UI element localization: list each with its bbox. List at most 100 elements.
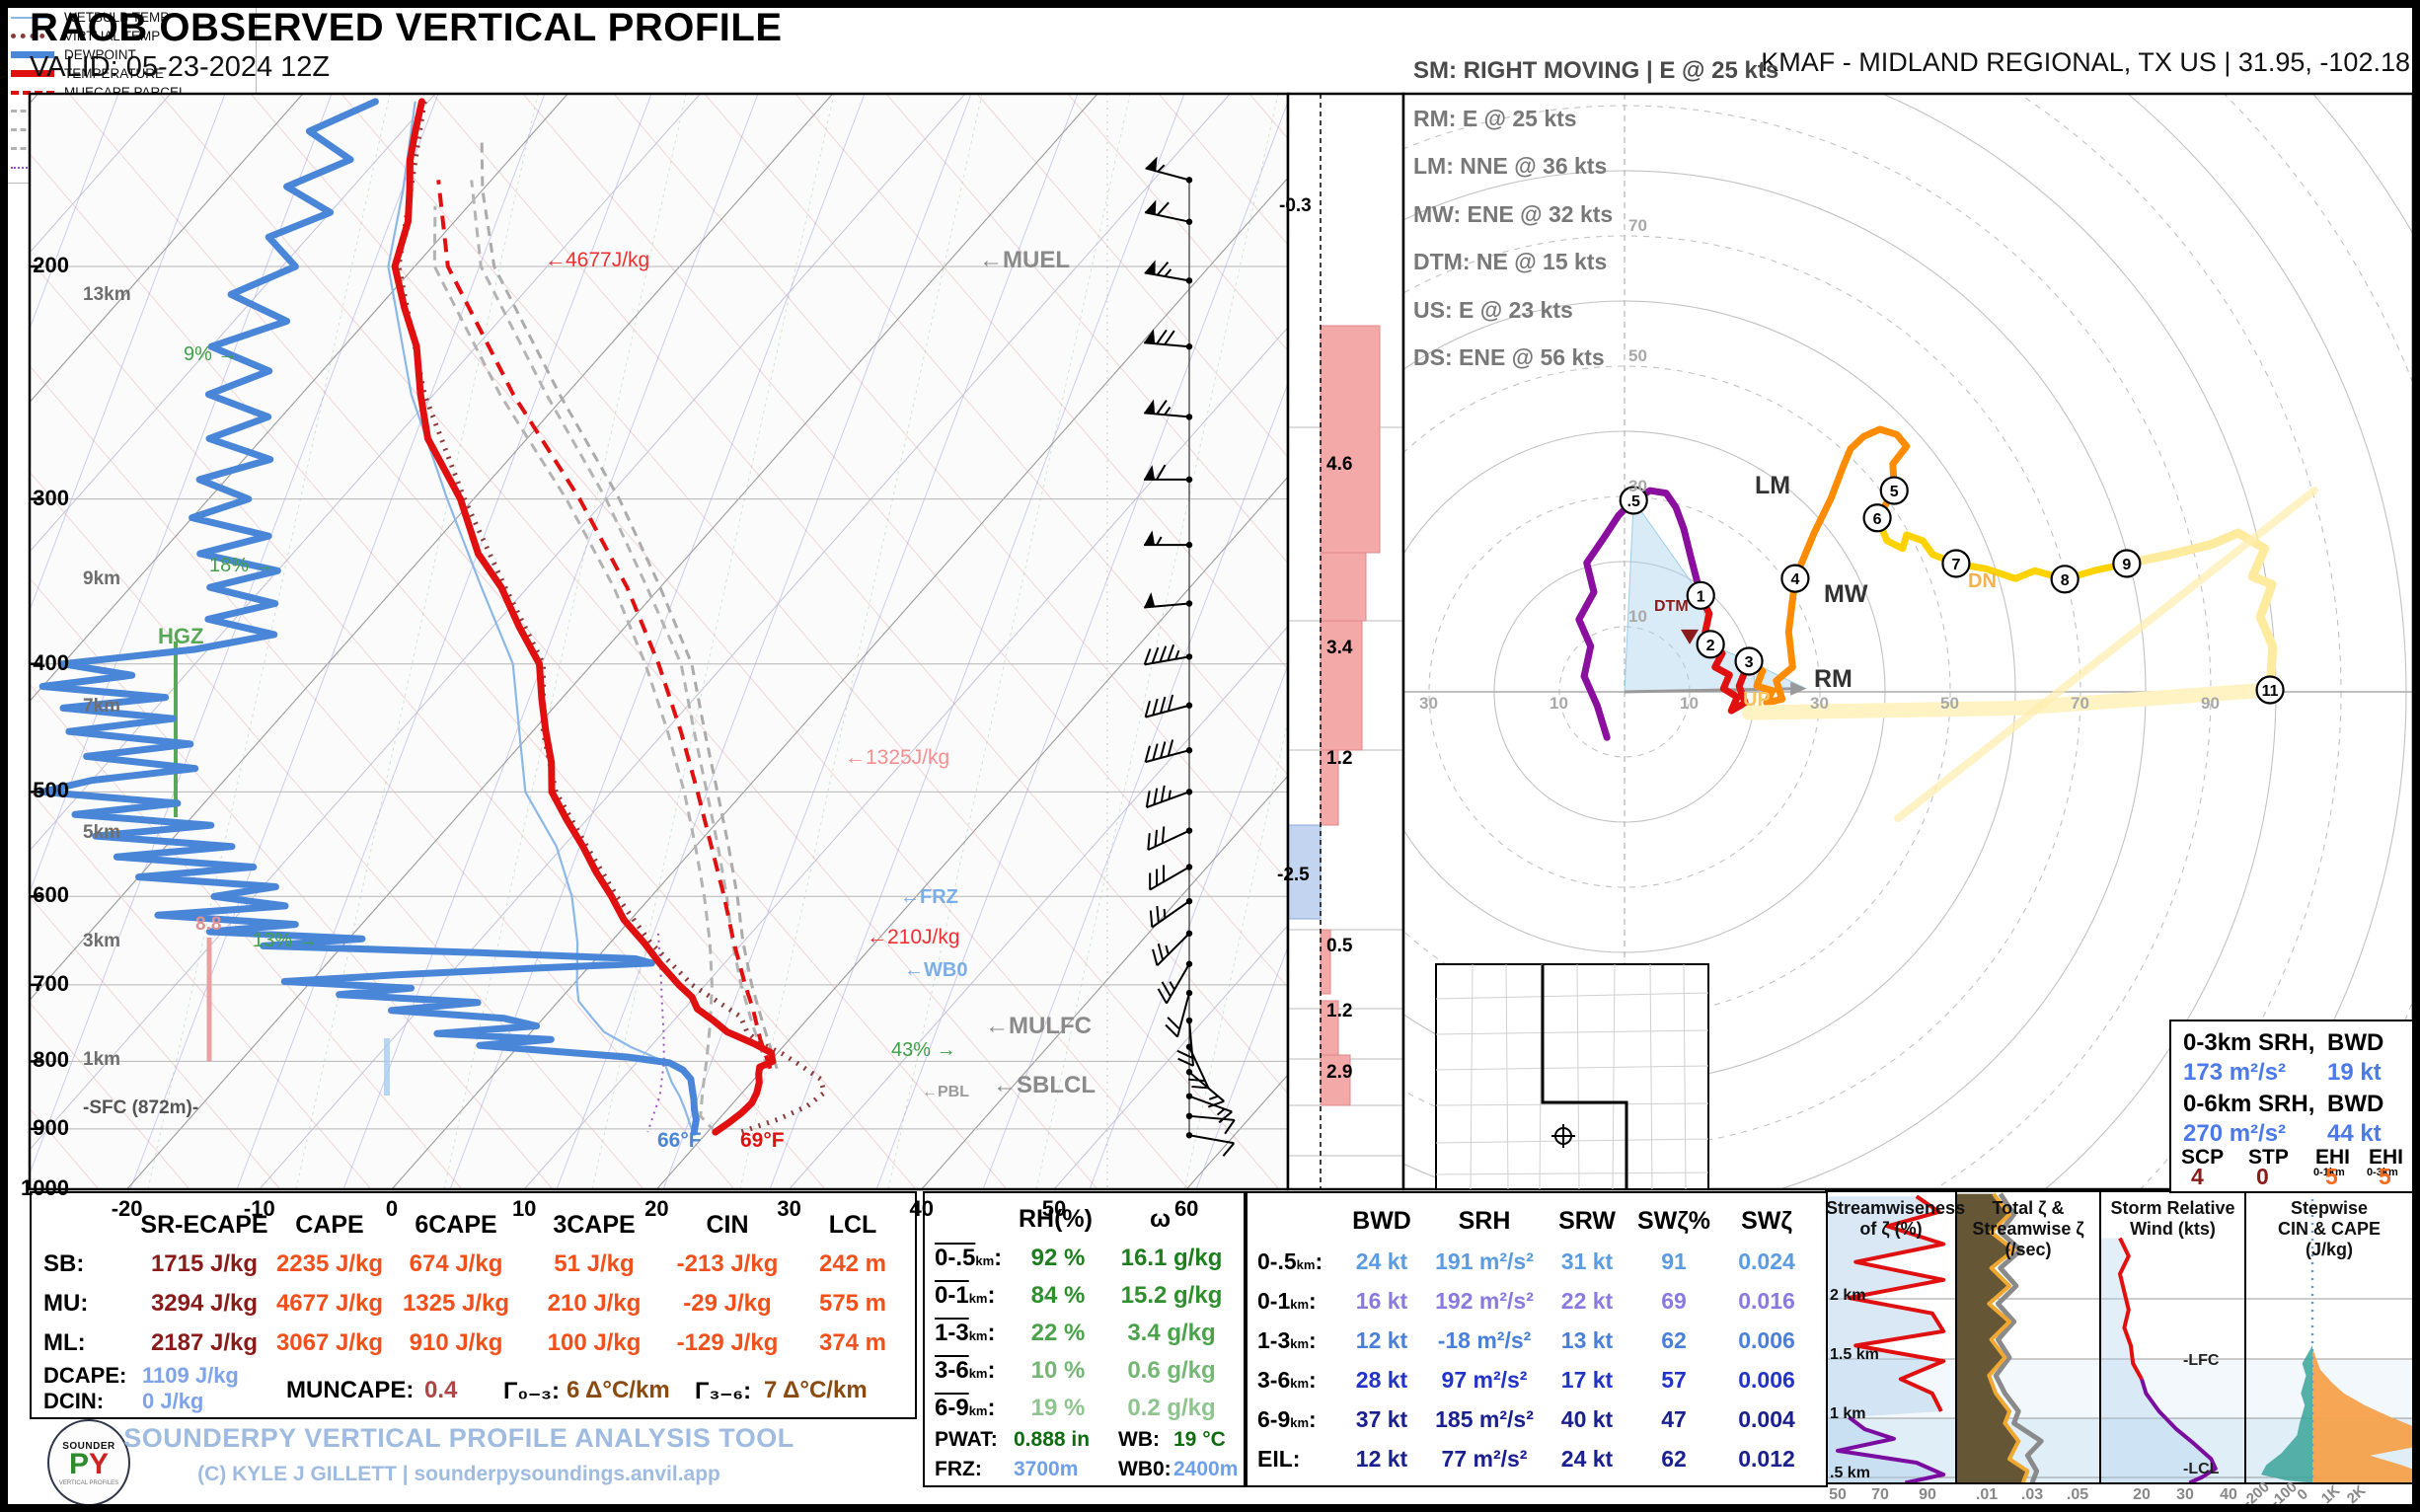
temperature-curve <box>391 98 777 1136</box>
strip-value-label: 4.6 <box>1326 454 1353 475</box>
shear-value: 17 kt <box>1560 1367 1614 1393</box>
moist-adiabat-line <box>236 94 652 1189</box>
thermo-value: -213 J/kg <box>676 1250 779 1277</box>
shear-row-label: 3-6km: <box>1257 1367 1317 1393</box>
srh-box-index-value: 4 <box>2191 1164 2204 1189</box>
marker-circle <box>1734 646 1764 676</box>
virtual-temp-curve <box>396 101 827 1135</box>
dcin-value: 0 J/kg <box>142 1389 204 1413</box>
barb-feather-full <box>1160 741 1167 759</box>
strip-bar-positive <box>1320 325 1381 554</box>
thermo-column-header: CAPE <box>295 1211 364 1239</box>
barb-feather-full <box>1161 826 1166 844</box>
isotherm-line <box>789 625 1288 1189</box>
hodo-point-label: UP <box>1743 689 1771 711</box>
isotherm-line <box>655 476 1288 1189</box>
wind-barb <box>1185 1132 1236 1157</box>
shear-value: 22 kt <box>1560 1288 1614 1314</box>
marker-label: .5 <box>1627 493 1640 510</box>
storm-motion-line: RM: E @ 25 kts <box>1413 105 1577 131</box>
storm-motion-line: US: E @ 23 kts <box>1413 296 1573 323</box>
height-axis-label: 13km <box>83 284 131 305</box>
skewt-feature-label: ←FRZ <box>900 886 958 908</box>
strip-bar-positive <box>1320 620 1363 751</box>
strip-value-label: 1.2 <box>1326 748 1353 769</box>
dry-adiabat-line <box>30 1001 190 1189</box>
isotherm-line <box>523 326 1288 1189</box>
muecape-parcel-curve <box>436 180 773 1070</box>
wind-barb <box>1157 960 1193 1005</box>
storm-motion-line: DTM: NE @ 15 kts <box>1413 249 1608 274</box>
barb-feather-half <box>1164 268 1172 277</box>
barb-pennant <box>1145 199 1157 215</box>
barb-feather-full <box>1160 785 1166 802</box>
thermo-value: 3294 J/kg <box>150 1290 259 1317</box>
wind-barb <box>1144 199 1193 225</box>
thermo-value: 1325 J/kg <box>402 1290 510 1317</box>
isotherm-line <box>30 94 834 1002</box>
marker-label: 9 <box>2122 557 2131 573</box>
wetbulb-swatch-icon <box>11 16 54 19</box>
skewt-feature-label: ←MUEL <box>979 247 1070 273</box>
marker-circle <box>1879 476 1909 505</box>
dry-adiabat-line <box>704 94 1288 777</box>
barb-feather-full <box>1157 943 1165 960</box>
hodo-point-label: MW <box>1824 580 1868 608</box>
total-zeta-curve <box>1993 1192 2044 1483</box>
srh-bwd-summary-box: 0-3km SRH, BWD 173 m²/s² 19 kt 0-6km SRH, BWD… <box>2169 1020 2415 1193</box>
frz-label: FRZ: <box>935 1458 982 1480</box>
wind-barb <box>1145 156 1193 184</box>
hodo-point-label: LM <box>1755 472 1791 499</box>
marker-circle <box>1862 503 1892 533</box>
p3-tick-label: 20 <box>2133 1486 2151 1503</box>
temperature-axis-label: -20 <box>111 1196 143 1221</box>
ring-label: 50 <box>1940 694 1959 713</box>
skewt-feature-label: 18% → <box>209 555 274 576</box>
wb-label: WB: <box>1118 1428 1160 1451</box>
legend-label: TEMPERATURE <box>64 66 165 81</box>
srw-purple-curve <box>2140 1378 2218 1483</box>
thermo-value: 3067 J/kg <box>275 1329 384 1356</box>
shear-value: 57 <box>1661 1367 1687 1393</box>
marker-circle <box>2255 675 2285 705</box>
barb-feather-full <box>1144 745 1151 763</box>
p1-title: Streamwiseness of ζ (%) <box>1826 1198 1966 1239</box>
thermo-value: -29 J/kg <box>683 1290 772 1317</box>
barb-feather-half <box>1216 1107 1226 1116</box>
temperature-axis-label: 50 <box>1041 1196 1067 1221</box>
barb-feather-full <box>1154 829 1159 847</box>
effective-layer-band-light <box>1826 1359 1956 1418</box>
p3-tick-label: 30 <box>2176 1486 2194 1503</box>
wind-barb <box>1145 785 1193 809</box>
p2-tick-label: .05 <box>2066 1486 2089 1503</box>
barb-staff <box>1146 791 1190 809</box>
wind-barb <box>1144 329 1193 350</box>
marker-label: 3 <box>1745 654 1754 671</box>
barb-feather-full <box>1156 329 1168 344</box>
rh-row-label: 6-9km: <box>935 1395 996 1421</box>
marker-circle <box>2112 549 2142 578</box>
marker-circle <box>1780 564 1810 593</box>
barb-feather-full <box>1160 696 1167 714</box>
barb-feather-full <box>1167 739 1174 757</box>
isotherm-line <box>30 94 304 404</box>
valid-time: VALID: 05-23-2024 12Z <box>30 51 331 83</box>
barb-feather-full <box>1167 694 1174 712</box>
ring-label: 70 <box>2071 694 2089 713</box>
marker-circle <box>1696 630 1725 659</box>
shear-value: 77 m²/s² <box>1441 1446 1528 1472</box>
map-county-line <box>1576 963 1580 1190</box>
barb-feather-full <box>1164 330 1175 345</box>
hodo-trace-3-6km <box>1745 425 1911 707</box>
barb-feather-half <box>1168 790 1172 800</box>
stepwise-cin-area <box>2261 1345 2312 1483</box>
barb-pennant <box>1144 465 1155 480</box>
streamwiseness-panel <box>1826 1194 1946 1483</box>
wind-barb-column <box>1143 156 1236 1157</box>
ring-label: 30 <box>1810 694 1829 713</box>
dcin-label: DCIN: <box>43 1389 105 1413</box>
isotherm-line <box>1053 924 1288 1189</box>
station-name: KMAF - MIDLAND REGIONAL, TX US | 31.95, … <box>1761 47 2410 77</box>
dry-adiabat-line <box>30 895 281 1189</box>
barb-feather-full <box>1167 1017 1180 1030</box>
